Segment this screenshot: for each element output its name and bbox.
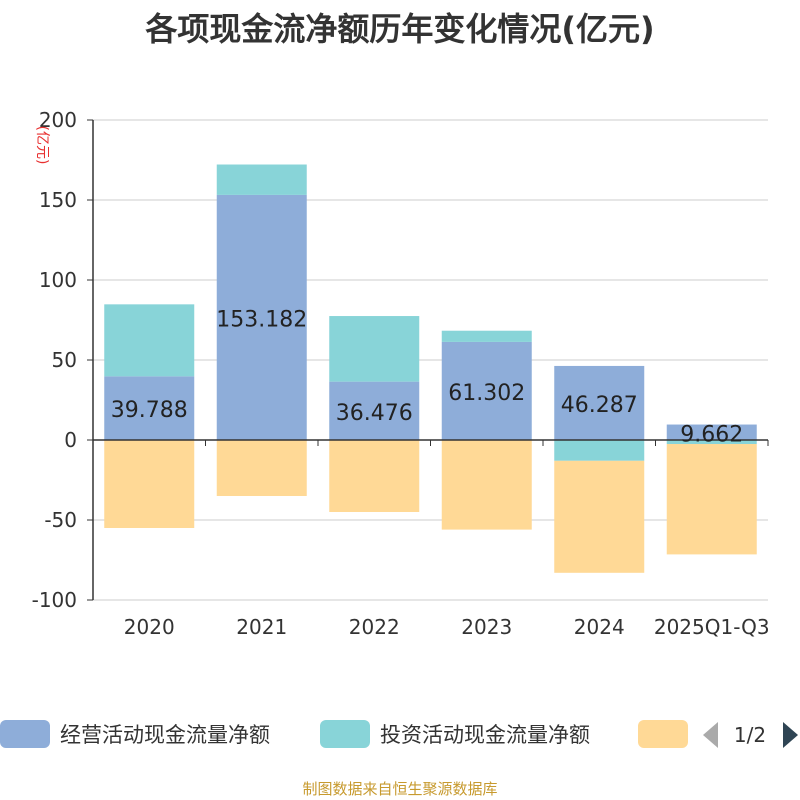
data-label: 153.182: [216, 307, 307, 332]
bar-2024-series-1: [554, 440, 645, 461]
bar-2025Q1-Q3-series-2: [666, 444, 757, 555]
legend-prev-icon[interactable]: [703, 722, 718, 748]
data-label: 36.476: [336, 401, 413, 426]
x-tick-label: 2024: [574, 615, 625, 639]
bar-2020-series-0: [104, 376, 195, 440]
bar-2021-series-2: [216, 440, 307, 496]
bar-2022-series-0: [329, 381, 420, 440]
y-axis-label: (亿元): [34, 126, 50, 165]
x-tick-label: 2022: [349, 615, 400, 639]
x-tick-label: 2025Q1-Q3: [654, 615, 770, 639]
bar-2020-series-2: [104, 440, 195, 528]
bar-2025Q1-Q3-series-0: [666, 424, 757, 440]
legend: 经营活动现金流量净额 投资活动现金流量净额 1/2: [0, 720, 798, 748]
bar-2024-series-2: [554, 460, 645, 573]
x-tick-label: 2020: [124, 615, 175, 639]
legend-label-1: 投资活动现金流量净额: [380, 723, 590, 747]
x-tick-label: 2021: [236, 615, 287, 639]
y-tick-label: 50: [52, 348, 77, 372]
data-labels: 39.788 153.182 36.476 61.302 46.287 9.662: [111, 307, 743, 447]
bar-2023-series-1: [441, 330, 532, 342]
data-label: 46.287: [561, 393, 638, 418]
legend-swatch-2: [638, 720, 688, 748]
bar-2022-series-1: [329, 316, 420, 382]
legend-swatch-0: [0, 720, 50, 748]
legend-page-indicator: 1/2: [734, 723, 766, 747]
bar-2020-series-1: [104, 304, 195, 377]
chart-title: 各项现金流净额历年变化情况(亿元): [145, 10, 655, 48]
y-tick-label: 0: [64, 428, 77, 452]
bar-2025Q1-Q3-series-1: [666, 440, 757, 444]
y-tick-label: -100: [32, 588, 77, 612]
y-tick-label: 100: [39, 268, 77, 292]
y-tick-label: 150: [39, 188, 77, 212]
legend-swatch-1: [320, 720, 370, 748]
data-label: 9.662: [680, 422, 743, 447]
y-tick-label: -50: [44, 508, 77, 532]
footer-source: 制图数据来自恒生聚源数据库: [302, 780, 498, 798]
bars: [104, 164, 757, 573]
bar-2021-series-1: [216, 164, 307, 195]
x-tick-label: 2023: [461, 615, 512, 639]
axes: 200 150 100 50 0 -50 -100 2020 2021 2022 2023 2024 2…: [32, 108, 770, 639]
data-label: 39.788: [111, 398, 188, 423]
y-tick-label: 200: [39, 108, 77, 132]
bar-2023-series-2: [441, 440, 532, 530]
gridlines: [93, 119, 768, 601]
legend-label-0: 经营活动现金流量净额: [60, 723, 270, 747]
data-label: 61.302: [448, 381, 525, 406]
bar-2023-series-0: [441, 341, 532, 440]
bar-2021-series-0: [216, 194, 307, 440]
legend-next-icon[interactable]: [783, 722, 798, 748]
bar-2022-series-2: [329, 440, 420, 512]
bar-2024-series-0: [554, 365, 645, 440]
